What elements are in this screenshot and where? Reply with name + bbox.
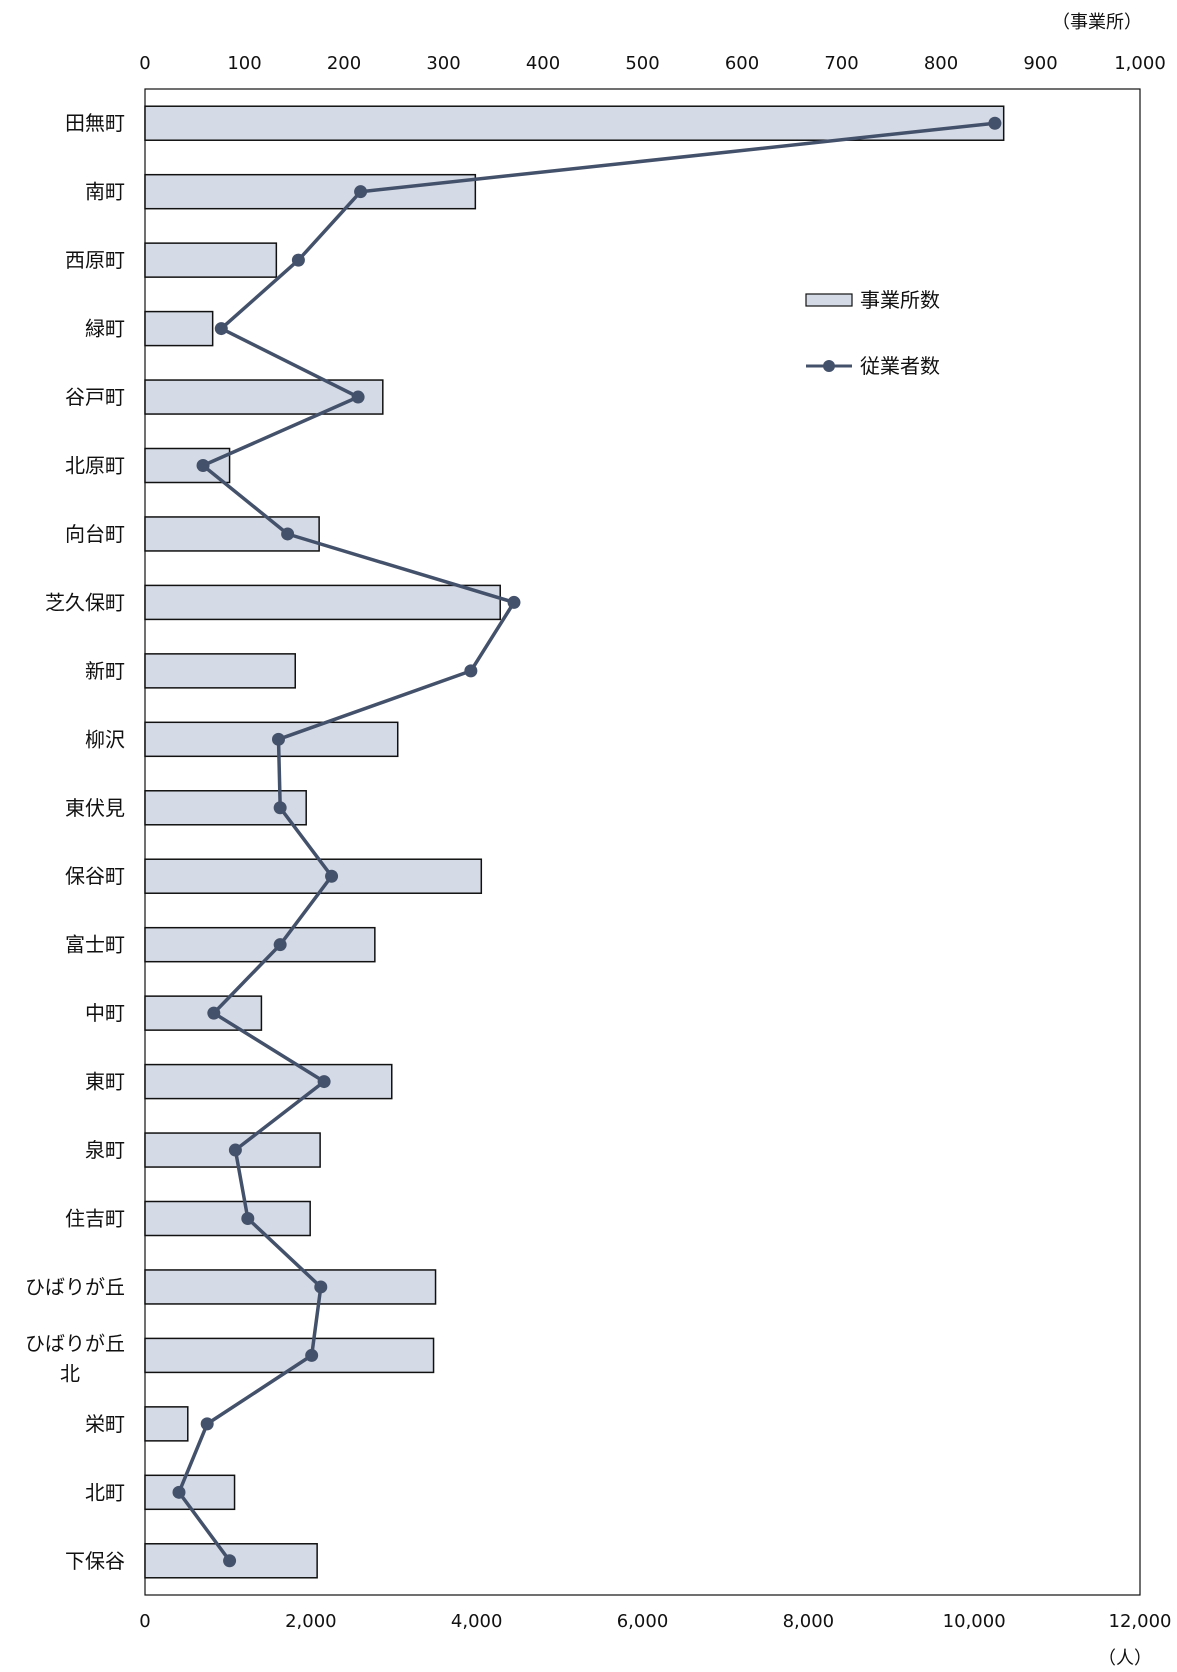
line-point <box>223 1554 237 1568</box>
bottom-axis-unit: （人） <box>1098 1648 1152 1669</box>
line-point <box>281 527 295 541</box>
bar <box>144 926 376 963</box>
bar <box>144 1269 437 1305</box>
bottom-axis-ticks: 0 2,000 4,000 6,000 8,000 10,000 12,000 <box>139 1611 1171 1632</box>
legend: 事業所数 従業者数 <box>805 288 940 378</box>
top-tick-label: 900 <box>1023 53 1057 74</box>
line-point <box>314 1280 328 1294</box>
line-point <box>305 1348 319 1362</box>
bar <box>144 1406 189 1442</box>
top-tick-label: 0 <box>139 53 150 74</box>
line-series <box>172 116 1002 1568</box>
line-point <box>325 869 339 883</box>
line-point <box>507 595 521 609</box>
line-point <box>207 1006 221 1020</box>
category-label: 北原町 <box>65 454 125 478</box>
category-label: 中町 <box>85 1001 125 1025</box>
category-label: 緑町 <box>85 317 125 341</box>
category-labels: 田無町南町西原町緑町谷戸町北原町向台町芝久保町新町柳沢東伏見保谷町富士町中町東町… <box>25 111 125 1573</box>
bar <box>144 1337 435 1374</box>
category-label: 住吉町 <box>65 1207 125 1231</box>
bottom-tick-label: 4,000 <box>451 1611 503 1632</box>
legend-bar-swatch <box>805 293 853 307</box>
bar <box>144 242 278 278</box>
category-label: 新町 <box>85 659 125 683</box>
bottom-tick-label: 0 <box>139 1611 150 1632</box>
line-point <box>273 801 287 815</box>
line-point <box>271 732 285 746</box>
top-tick-label: 700 <box>824 53 858 74</box>
top-axis-unit: （事業所） <box>1052 12 1142 33</box>
line-point <box>354 185 368 199</box>
bar <box>144 721 399 758</box>
top-tick-label: 400 <box>526 53 560 74</box>
legend-line-marker <box>823 360 835 372</box>
category-label: 北 <box>60 1361 80 1385</box>
bar <box>144 1063 393 1100</box>
category-label: 泉町 <box>85 1138 125 1162</box>
category-label: 南町 <box>85 180 125 204</box>
top-tick-label: 600 <box>725 53 759 74</box>
top-tick-label: 500 <box>625 53 659 74</box>
line-point <box>200 1417 214 1431</box>
category-label: 北町 <box>85 1480 125 1504</box>
line-point <box>464 664 478 678</box>
bottom-tick-label: 12,000 <box>1109 1611 1172 1632</box>
legend-bar-label: 事業所数 <box>860 288 940 312</box>
top-tick-label: 300 <box>426 53 460 74</box>
line-point <box>228 1143 242 1157</box>
line-point <box>351 390 365 404</box>
category-label: 芝久保町 <box>45 590 125 614</box>
category-label: 東町 <box>85 1070 125 1094</box>
top-tick-label: 100 <box>227 53 261 74</box>
category-label: 西原町 <box>65 248 125 272</box>
bar <box>144 858 483 894</box>
series-line <box>177 121 996 1562</box>
bar <box>144 173 477 210</box>
category-label: ひばりが丘 <box>25 1331 125 1355</box>
line-point <box>196 459 210 472</box>
category-label: 柳沢 <box>85 727 125 751</box>
line-point <box>172 1485 186 1499</box>
bar <box>144 105 1005 141</box>
plot-frame <box>144 88 1141 1596</box>
bar <box>144 1200 311 1237</box>
bottom-tick-label: 6,000 <box>617 1611 669 1632</box>
bottom-tick-label: 8,000 <box>783 1611 835 1632</box>
bar <box>144 995 263 1031</box>
line-point <box>317 1075 331 1089</box>
category-label: ひばりが丘 <box>25 1275 125 1299</box>
top-axis-ticks: 0 100 200 300 400 500 600 700 800 900 1,000 <box>139 53 1165 74</box>
bar <box>144 379 384 415</box>
category-label: 保谷町 <box>65 864 125 888</box>
category-label: 栄町 <box>85 1412 125 1436</box>
bottom-tick-label: 2,000 <box>285 1611 337 1632</box>
category-label: 下保谷 <box>65 1549 125 1573</box>
line-point <box>241 1212 255 1225</box>
bar-series <box>144 105 1005 1579</box>
category-label: 向台町 <box>65 522 125 546</box>
bar <box>144 310 214 347</box>
top-tick-label: 200 <box>327 53 361 74</box>
line-point <box>291 253 305 267</box>
bar <box>144 584 501 621</box>
category-label: 東伏見 <box>65 796 125 820</box>
line-point <box>214 322 228 336</box>
top-tick-label: 1,000 <box>1114 53 1166 74</box>
bar <box>144 1474 236 1511</box>
category-label: 谷戸町 <box>65 385 125 409</box>
top-tick-label: 800 <box>924 53 958 74</box>
legend-line-label: 従業者数 <box>860 354 940 378</box>
line-point <box>988 116 1002 130</box>
category-label: 富士町 <box>65 933 125 957</box>
line-point <box>273 938 287 952</box>
bar <box>144 653 296 689</box>
category-label: 田無町 <box>65 111 125 135</box>
bottom-tick-label: 10,000 <box>943 1611 1006 1632</box>
